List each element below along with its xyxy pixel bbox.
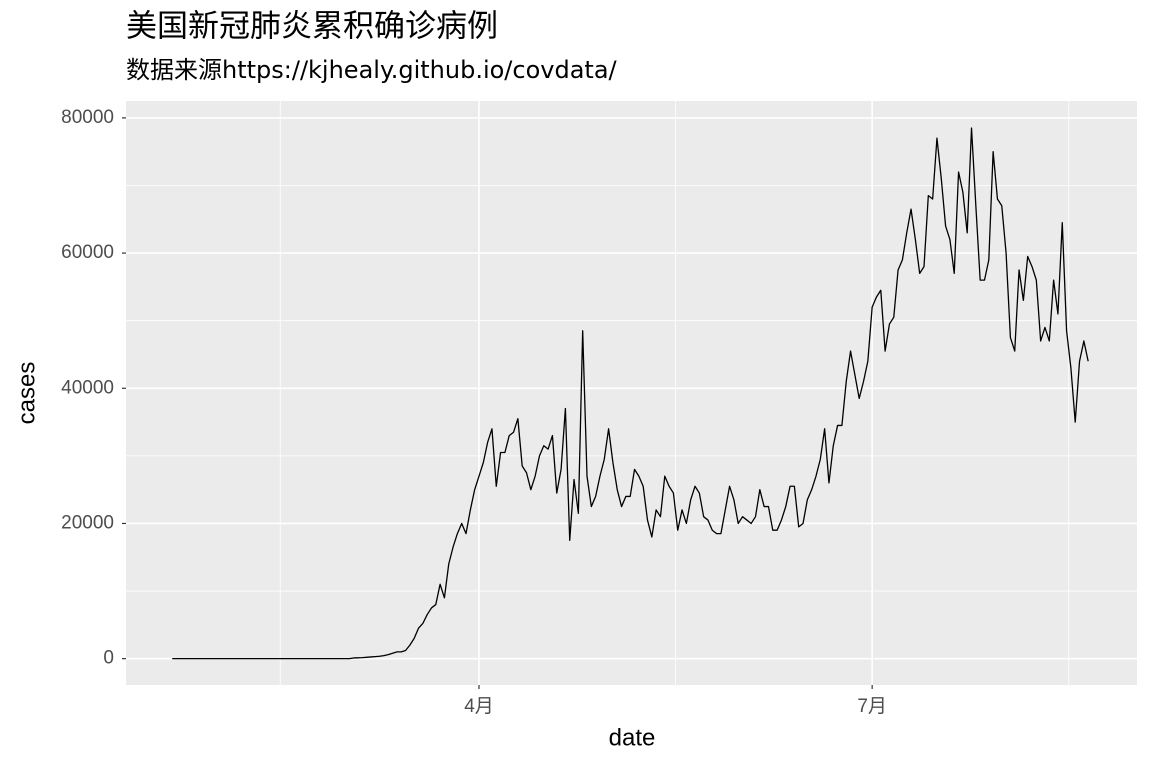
y-tick-label: 0 bbox=[103, 648, 114, 669]
x-tick-label: 7月 bbox=[857, 696, 887, 717]
chart-title: 美国新冠肺炎累积确诊病例 bbox=[126, 9, 498, 45]
y-tick-label: 20000 bbox=[61, 512, 114, 533]
panel bbox=[126, 101, 1137, 685]
y-tick-label: 60000 bbox=[61, 242, 114, 263]
line bbox=[172, 127, 1089, 660]
x-axis-title: date bbox=[609, 724, 656, 751]
y-tick-label: 40000 bbox=[61, 377, 114, 398]
x-tick-label: 4月 bbox=[464, 696, 494, 717]
chart-subtitle: 数据来源https://kjhealy.github.io/covdata/ bbox=[126, 56, 618, 84]
y-tick-label: 80000 bbox=[61, 107, 114, 128]
y-axis-title: cases bbox=[13, 362, 40, 425]
